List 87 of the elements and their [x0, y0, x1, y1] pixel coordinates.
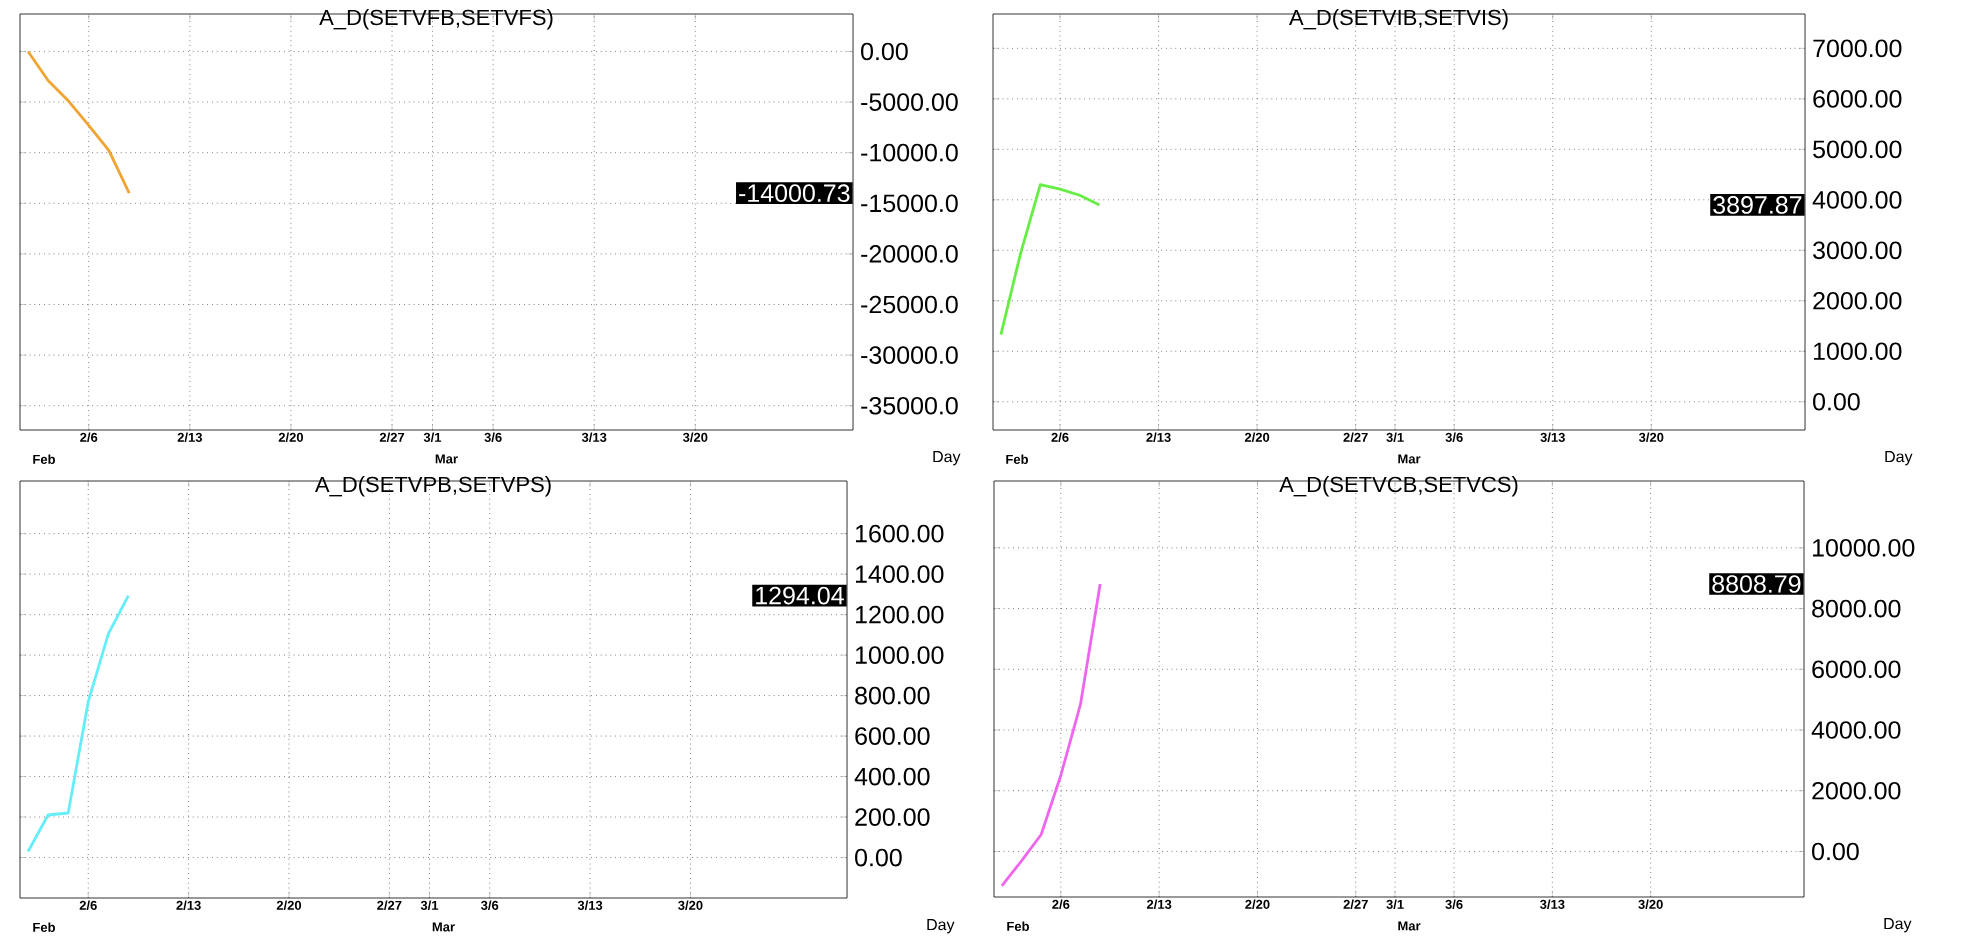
- y-tick-label: 0.00: [861, 42, 908, 61]
- y-tick-label: 0.00: [1813, 392, 1860, 411]
- y-tick-label: -25000.0: [861, 295, 958, 314]
- text: Day: [933, 451, 961, 466]
- chart-title: A_D(SETVCB,SETVCS): [1279, 476, 1518, 497]
- text: Day: [1885, 451, 1913, 466]
- y-tick-label: -15000.0: [861, 194, 958, 213]
- x-tick-label: 2/6: [79, 900, 97, 911]
- x-tick-label: 2/13: [176, 900, 201, 911]
- y-tick-label: 6000.00: [1813, 89, 1902, 108]
- x-tick-label: 3/13: [581, 432, 607, 443]
- annotation: 8808.79: [1712, 575, 1801, 593]
- x-tick-label: 2/27: [377, 900, 402, 911]
- x-tick-label: 3/20: [678, 900, 703, 911]
- x-tick-label: 2/27: [1343, 432, 1368, 443]
- text: Mar: [435, 454, 458, 464]
- y-tick-label: -30000.0: [861, 346, 958, 364]
- y-tick-label: -35000.0: [861, 396, 958, 415]
- annotation: 3897.87: [1713, 196, 1802, 214]
- x-tick-label: 2/13: [1146, 432, 1171, 443]
- x-tick-label: 2/20: [276, 900, 302, 911]
- y-tick-label: 1200.00: [856, 605, 944, 624]
- line-series: [26, 50, 131, 195]
- x-tick-label: 3/1: [1386, 899, 1404, 910]
- x-tick-label: 3/6: [484, 432, 502, 443]
- y-tick-label: 200.00: [855, 808, 930, 826]
- text: Mar: [1398, 454, 1421, 464]
- y-tick-label: 5000.00: [1813, 140, 1902, 159]
- x-tick-label: 3/13: [577, 900, 603, 911]
- y-tick-label: 1400.00: [856, 565, 944, 583]
- y-tick-label: 8000.00: [1812, 599, 1901, 618]
- annotation: -14000.73: [739, 184, 850, 203]
- x-tick-label: 3/20: [1638, 432, 1664, 443]
- text: Mar: [432, 922, 455, 932]
- text: Feb: [33, 922, 55, 932]
- y-tick-label: 4000.00: [1812, 190, 1902, 209]
- x-tick-label: 2/13: [1146, 899, 1172, 910]
- y-tick-label: 1000.00: [1814, 342, 1902, 361]
- y-tick-label: 400.00: [854, 767, 930, 786]
- x-tick-label: 3/20: [1638, 899, 1663, 910]
- y-tick-label: 800.00: [855, 686, 930, 705]
- y-tick-label: -5000.00: [861, 93, 958, 111]
- line-series: [26, 594, 130, 853]
- y-tick-label: 1000.00: [856, 646, 944, 664]
- y-tick-label: 3000.00: [1813, 241, 1902, 260]
- x-tick-label: 2/20: [278, 432, 304, 443]
- line-series: [999, 183, 1101, 336]
- y-tick-label: 2000.00: [1813, 291, 1902, 310]
- y-tick-label: 2000.00: [1812, 781, 1901, 800]
- x-tick-label: 2/13: [177, 432, 203, 443]
- x-tick-label: 2/6: [80, 432, 98, 443]
- y-tick-label: 0.00: [855, 848, 902, 867]
- chart-title: A_D(SETVIB,SETVIS): [1289, 9, 1508, 30]
- x-tick-label: 2/6: [1052, 899, 1070, 910]
- x-tick-label: 3/1: [423, 432, 442, 443]
- x-tick-label: 2/20: [1244, 432, 1270, 443]
- line-series: [1000, 582, 1102, 888]
- chart-title: A_D(SETVPB,SETVPS): [314, 476, 551, 497]
- annotation: 1294.04: [756, 586, 844, 605]
- y-tick-label: 1600.00: [856, 524, 944, 543]
- y-tick-label: -20000.0: [861, 245, 958, 263]
- x-tick-label: 3/1: [420, 900, 439, 911]
- x-tick-label: 3/1: [1386, 432, 1404, 443]
- y-tick-label: 10000.00: [1813, 538, 1915, 557]
- text: Feb: [1007, 921, 1029, 931]
- x-tick-label: 3/6: [1445, 899, 1463, 910]
- text: Feb: [1006, 454, 1028, 464]
- x-tick-label: 2/27: [1343, 899, 1368, 910]
- chart-title: A_D(SETVFB,SETVFS): [319, 9, 553, 30]
- x-tick-label: 2/27: [379, 432, 405, 443]
- text: Feb: [33, 454, 55, 464]
- text: Day: [927, 919, 955, 934]
- y-tick-label: 4000.00: [1811, 721, 1901, 739]
- y-tick-label: 600.00: [855, 727, 930, 745]
- x-tick-label: 2/20: [1245, 899, 1270, 910]
- y-tick-label: 6000.00: [1812, 660, 1901, 679]
- y-tick-label: -10000.0: [861, 143, 958, 162]
- x-tick-label: 3/6: [481, 900, 499, 911]
- text: Day: [1884, 918, 1912, 933]
- x-tick-label: 3/20: [682, 432, 708, 443]
- x-tick-label: 3/6: [1445, 432, 1463, 443]
- x-tick-label: 3/13: [1540, 899, 1565, 910]
- x-tick-label: 2/6: [1051, 432, 1069, 443]
- x-tick-label: 3/13: [1540, 432, 1565, 443]
- text: Mar: [1398, 921, 1421, 931]
- y-tick-label: 0.00: [1812, 842, 1859, 861]
- y-tick-label: 7000.00: [1813, 39, 1902, 58]
